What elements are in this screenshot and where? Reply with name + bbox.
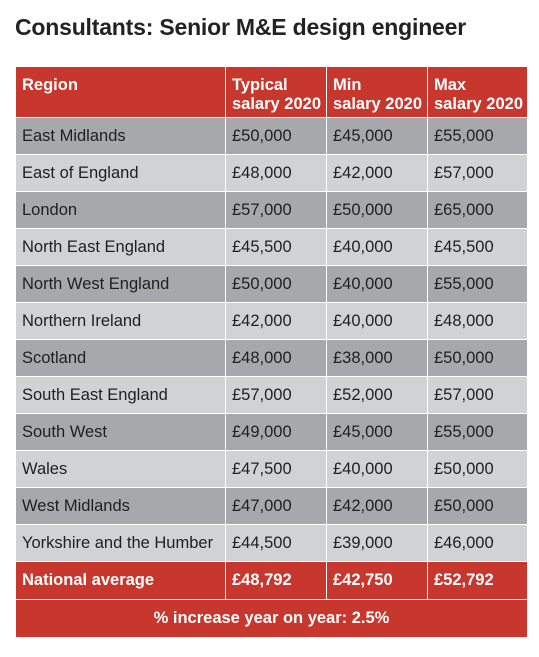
cell-region: East Midlands: [15, 117, 226, 155]
cell-min: £40,000: [326, 265, 428, 303]
yoy-increase-note: % increase year on year: 2.5%: [15, 599, 528, 638]
header-max: Max salary 2020: [427, 66, 528, 118]
header-region-label: Region: [22, 76, 78, 94]
header-min-line1: Min: [333, 76, 362, 94]
cell-min: £42,000: [326, 154, 428, 192]
cell-min: £40,000: [326, 450, 428, 488]
cell-region: East of England: [15, 154, 226, 192]
table-row: East of England £48,000 £42,000 £57,000: [15, 154, 528, 192]
cell-max: £65,000: [427, 191, 528, 229]
cell-typical: £50,000: [225, 117, 327, 155]
national-average-label: National average: [15, 561, 226, 600]
cell-max: £57,000: [427, 376, 528, 414]
cell-typical: £47,500: [225, 450, 327, 488]
cell-typical: £44,500: [225, 524, 327, 562]
cell-typical: £48,000: [225, 339, 327, 377]
header-max-line2: salary 2020: [434, 95, 524, 113]
cell-typical: £57,000: [225, 191, 327, 229]
footer-row: % increase year on year: 2.5%: [15, 599, 528, 638]
cell-region: South East England: [15, 376, 226, 414]
cell-region: London: [15, 191, 226, 229]
cell-min: £40,000: [326, 228, 428, 266]
cell-region: Wales: [15, 450, 226, 488]
national-average-typical: £48,792: [225, 561, 327, 600]
table-header-row: Region Typical salary 2020 Min salary 20…: [15, 66, 528, 118]
cell-region: North West England: [15, 265, 226, 303]
table-row: East Midlands £50,000 £45,000 £55,000: [15, 117, 528, 155]
table-row: South East England £57,000 £52,000 £57,0…: [15, 376, 528, 414]
cell-typical: £57,000: [225, 376, 327, 414]
national-average-min: £42,750: [326, 561, 428, 600]
header-region: Region: [15, 66, 226, 118]
cell-region: South West: [15, 413, 226, 451]
cell-max: £46,000: [427, 524, 528, 562]
cell-min: £52,000: [326, 376, 428, 414]
cell-min: £45,000: [326, 413, 428, 451]
cell-max: £50,000: [427, 339, 528, 377]
cell-typical: £49,000: [225, 413, 327, 451]
table-row: Yorkshire and the Humber £44,500 £39,000…: [15, 524, 528, 562]
header-typical-line1: Typical: [232, 76, 288, 94]
national-average-max: £52,792: [427, 561, 528, 600]
header-min: Min salary 2020: [326, 66, 428, 118]
header-min-line2: salary 2020: [333, 95, 423, 113]
cell-region: West Midlands: [15, 487, 226, 525]
cell-max: £57,000: [427, 154, 528, 192]
header-typical-line2: salary 2020: [232, 95, 322, 113]
table-row: Scotland £48,000 £38,000 £50,000: [15, 339, 528, 377]
cell-typical: £50,000: [225, 265, 327, 303]
cell-typical: £42,000: [225, 302, 327, 340]
cell-min: £45,000: [326, 117, 428, 155]
cell-region: Yorkshire and the Humber: [15, 524, 226, 562]
cell-region: North East England: [15, 228, 226, 266]
cell-min: £40,000: [326, 302, 428, 340]
cell-max: £55,000: [427, 117, 528, 155]
header-typical: Typical salary 2020: [225, 66, 327, 118]
table-row: South West £49,000 £45,000 £55,000: [15, 413, 528, 451]
table-row: Northern Ireland £42,000 £40,000 £48,000: [15, 302, 528, 340]
table-row: West Midlands £47,000 £42,000 £50,000: [15, 487, 528, 525]
cell-typical: £48,000: [225, 154, 327, 192]
cell-max: £50,000: [427, 487, 528, 525]
cell-max: £48,000: [427, 302, 528, 340]
cell-max: £55,000: [427, 265, 528, 303]
salary-table: Region Typical salary 2020 Min salary 20…: [15, 66, 528, 638]
table-row: London £57,000 £50,000 £65,000: [15, 191, 528, 229]
cell-min: £38,000: [326, 339, 428, 377]
cell-max: £45,500: [427, 228, 528, 266]
page-title: Consultants: Senior M&E design engineer: [15, 14, 466, 40]
cell-region: Northern Ireland: [15, 302, 226, 340]
cell-max: £50,000: [427, 450, 528, 488]
national-average-row: National average £48,792 £42,750 £52,792: [15, 561, 528, 600]
cell-max: £55,000: [427, 413, 528, 451]
cell-typical: £47,000: [225, 487, 327, 525]
table-row: North East England £45,500 £40,000 £45,5…: [15, 228, 528, 266]
cell-min: £39,000: [326, 524, 428, 562]
header-max-line1: Max: [434, 76, 467, 94]
table-row: North West England £50,000 £40,000 £55,0…: [15, 265, 528, 303]
cell-min: £50,000: [326, 191, 428, 229]
table-row: Wales £47,500 £40,000 £50,000: [15, 450, 528, 488]
cell-min: £42,000: [326, 487, 428, 525]
cell-typical: £45,500: [225, 228, 327, 266]
cell-region: Scotland: [15, 339, 226, 377]
